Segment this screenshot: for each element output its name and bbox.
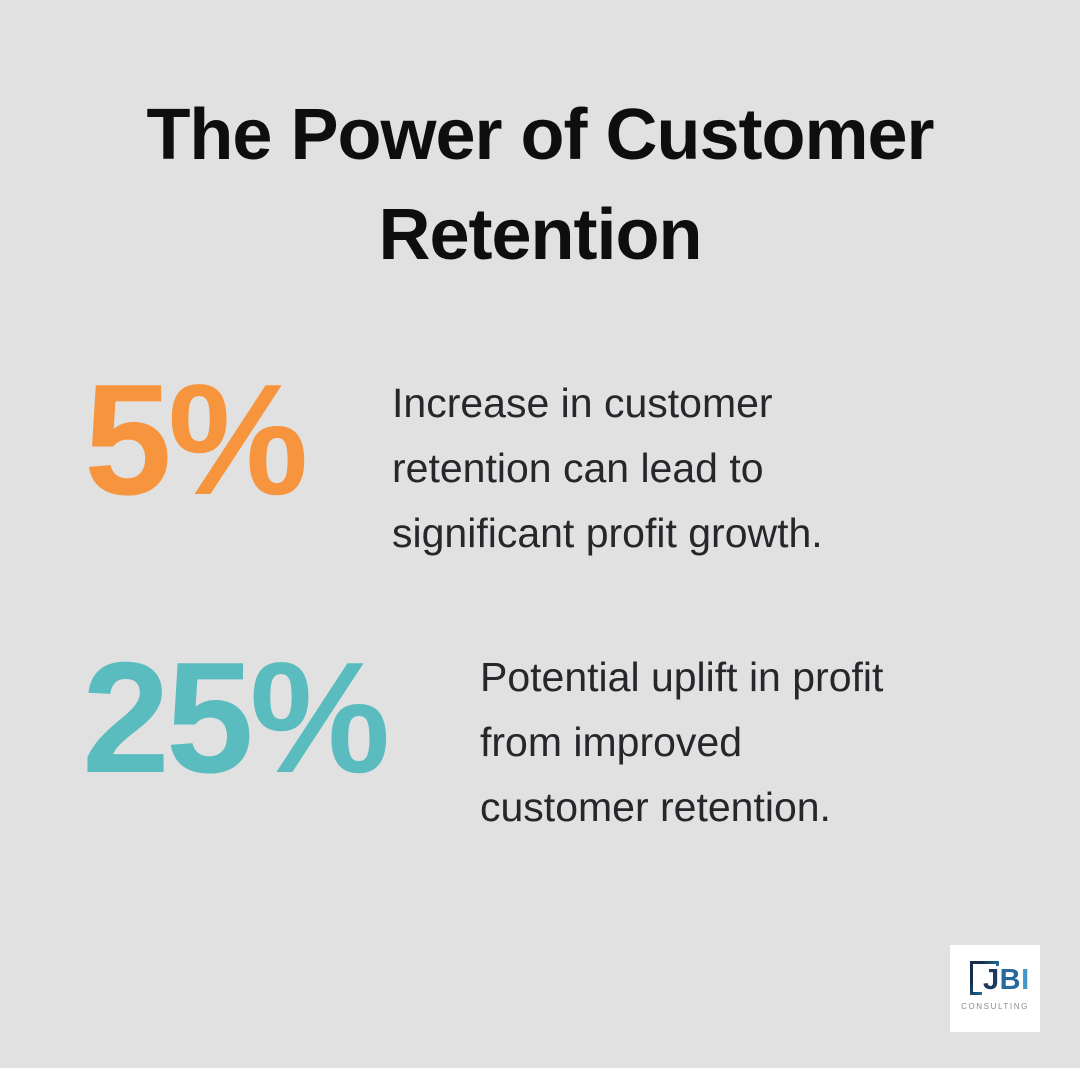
logo-wordmark: JBI <box>982 966 1031 995</box>
logo-subtitle: CONSULTING <box>961 1002 1029 1011</box>
logo-letter: J <box>983 964 1000 996</box>
page-title: The Power of Customer Retention <box>146 95 934 275</box>
logo-letter: I <box>1021 964 1030 996</box>
stat-description-5-percent: Increase in customer retention can lead … <box>392 371 823 566</box>
stat-value-25-percent: 25% <box>82 630 390 806</box>
stat-description-line: from improved <box>480 719 743 765</box>
stat-description-line: retention can lead to <box>392 445 764 491</box>
stat-description-line: customer retention. <box>480 784 831 830</box>
stat-description-line: significant profit growth. <box>392 510 823 556</box>
stat-description-line: Increase in customer <box>392 380 773 426</box>
stat-description-25-percent: Potential uplift in profit from improved… <box>480 645 883 840</box>
stat-description-line: Potential uplift in profit <box>480 654 884 700</box>
jbi-consulting-logo: JBI CONSULTING <box>950 945 1040 1032</box>
stat-value-5-percent: 5% <box>84 352 308 528</box>
logo-letter: B <box>999 964 1022 996</box>
